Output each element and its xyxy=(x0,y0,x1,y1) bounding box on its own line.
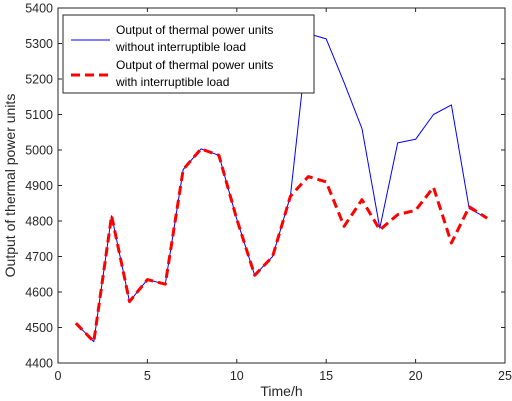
y-tick-label: 5000 xyxy=(25,144,53,158)
series-line-with-interruptible-load xyxy=(74,147,488,344)
y-tick-label: 5400 xyxy=(25,2,53,16)
x-axis-title: Time/h xyxy=(260,383,302,399)
y-tick-label: 5300 xyxy=(25,37,53,51)
y-tick-label: 4800 xyxy=(25,215,53,229)
y-axis-title: Output of thermal power units xyxy=(2,94,18,278)
y-tick-label: 4600 xyxy=(25,286,53,300)
y-tick-label: 4700 xyxy=(25,250,53,264)
y-tick-label: 4500 xyxy=(25,321,53,335)
legend-label-without-line2: without interruptible load xyxy=(115,40,246,54)
x-tick-label: 10 xyxy=(230,369,244,383)
y-tick-label: 5100 xyxy=(25,108,53,122)
x-tick-label: 0 xyxy=(55,369,62,383)
y-tick-label: 4400 xyxy=(25,357,53,371)
legend-label-without-line1: Output of thermal power units xyxy=(116,23,273,37)
series-layer xyxy=(74,33,488,344)
axis-ticks: 0 5 10 15 20 25 4400 4500 4600 4700 4800 4900 5000 51… xyxy=(25,2,512,384)
y-tick-label: 5200 xyxy=(25,73,53,87)
y-tick-label: 4900 xyxy=(25,179,53,193)
legend: Output of thermal power units without in… xyxy=(62,14,315,94)
legend-label-with-line2: with interruptible load xyxy=(115,75,229,89)
legend-box xyxy=(62,14,315,94)
legend-label-with-line1: Output of thermal power units xyxy=(116,58,273,72)
x-tick-label: 5 xyxy=(144,369,151,383)
x-tick-label: 25 xyxy=(498,369,512,383)
x-tick-label: 15 xyxy=(319,369,333,383)
x-tick-label: 20 xyxy=(409,369,423,383)
